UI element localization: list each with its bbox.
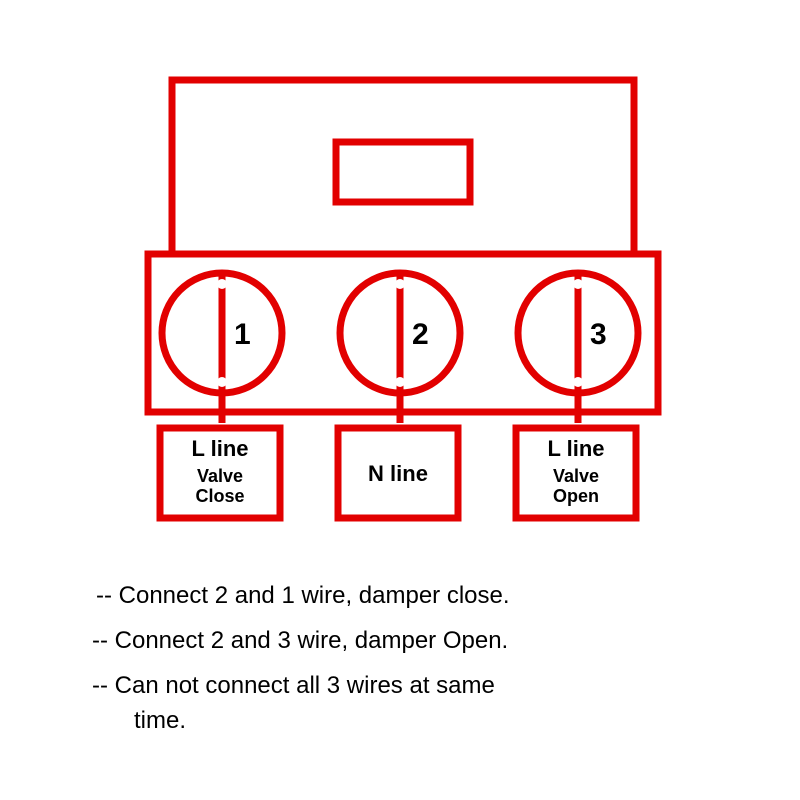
- svg-text:L line: L line: [547, 436, 604, 461]
- instruction-line-3b: time.: [134, 705, 186, 737]
- svg-text:Valve: Valve: [553, 466, 599, 486]
- svg-text:2: 2: [412, 318, 429, 351]
- wiring-diagram: 123L lineValveCloseN lineL lineValveOpen: [0, 0, 800, 560]
- svg-text:L line: L line: [191, 436, 248, 461]
- svg-text:Close: Close: [195, 486, 244, 506]
- instruction-line-2: -- Connect 2 and 3 wire, damper Open.: [92, 625, 508, 657]
- instruction-line-1: -- Connect 2 and 1 wire, damper close.: [96, 580, 510, 612]
- svg-text:3: 3: [590, 318, 607, 351]
- svg-text:Valve: Valve: [197, 466, 243, 486]
- svg-text:N line: N line: [368, 461, 428, 486]
- svg-text:Open: Open: [553, 486, 599, 506]
- instruction-line-3a: -- Can not connect all 3 wires at same: [92, 670, 495, 702]
- svg-text:1: 1: [234, 318, 251, 351]
